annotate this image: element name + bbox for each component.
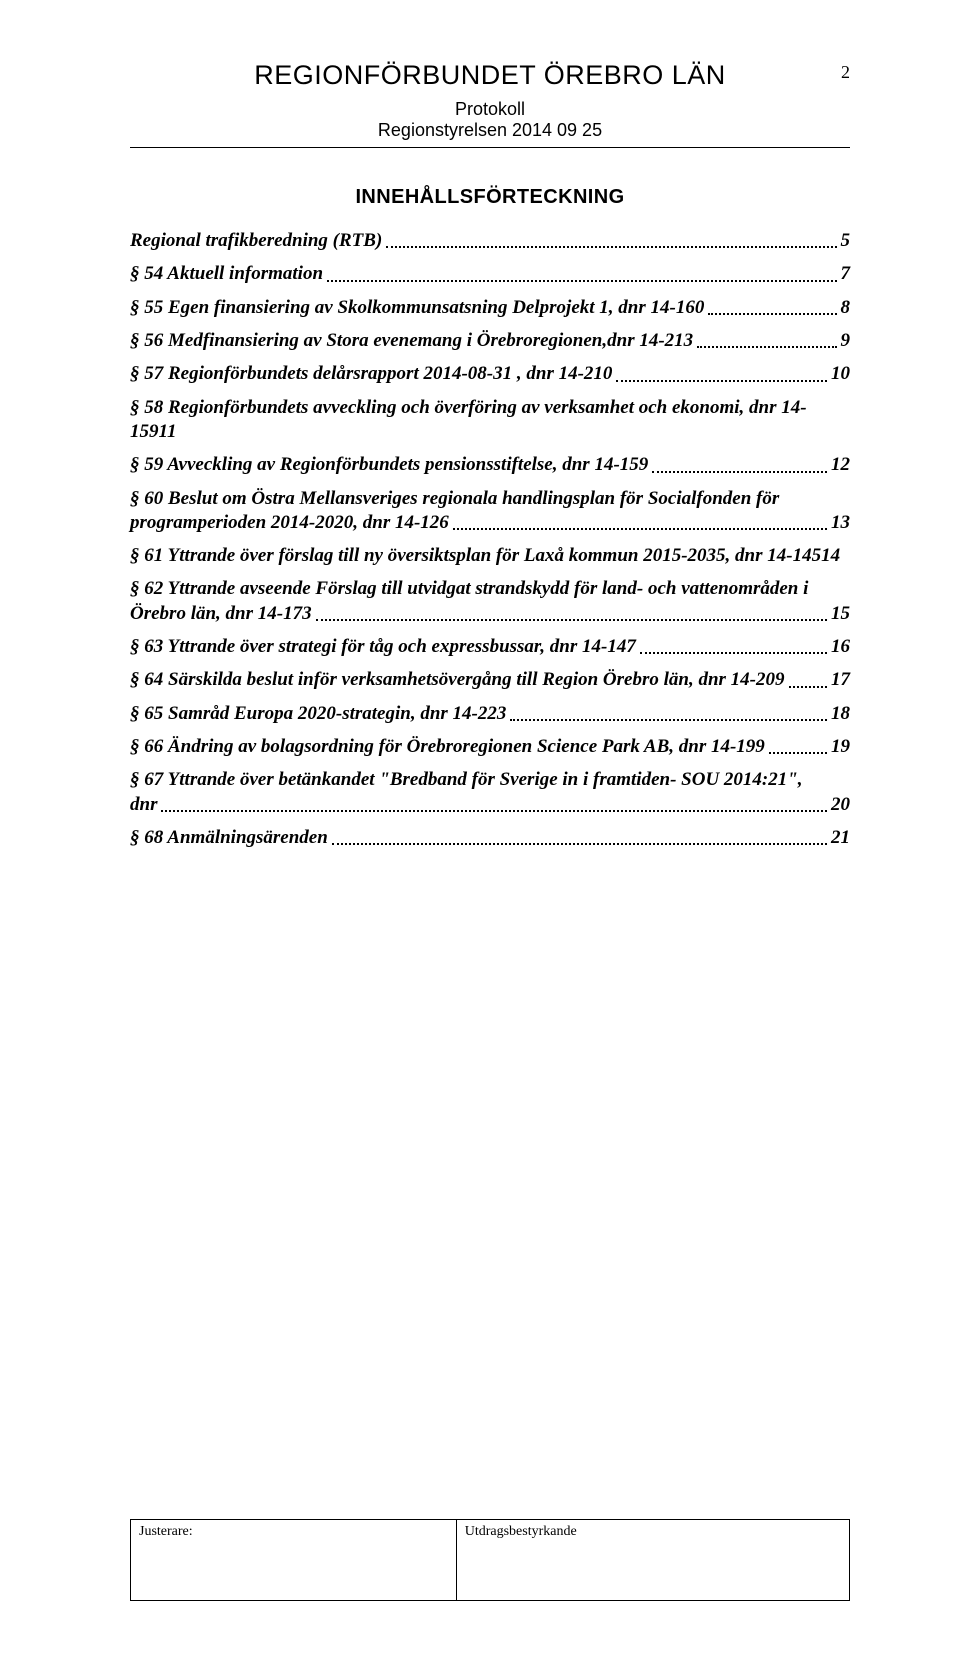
toc-entry: § 57 Regionförbundets delårsrapport 2014… [130,362,850,386]
toc-page: 19 [831,735,850,759]
toc-entry: § 55 Egen finansiering av Skolkommunsats… [130,296,850,320]
toc-text: § 59 Avveckling av Regionförbundets pens… [130,453,648,477]
toc-leader-dots [789,669,827,688]
toc-leader-dots [316,602,827,621]
toc-entry: § 56 Medfinansiering av Stora evenemang … [130,329,850,353]
toc-text: § 66 Ändring av bolagsordning för Örebro… [130,735,765,759]
toc-page: 20 [831,793,850,817]
toc-page: 16 [831,635,850,659]
toc-leader-dots [708,296,836,315]
toc-page: 15 [831,602,850,626]
toc-entry: § 66 Ändring av bolagsordning för Örebro… [130,735,850,759]
header-rule [130,147,850,148]
toc-leader-dots [510,702,827,721]
toc-page: 17 [831,668,850,692]
toc-entry: § 67 Yttrande över betänkandet "Bredband… [130,768,850,817]
toc-page: 21 [831,826,850,850]
toc-entry: § 61 Yttrande över förslag till ny övers… [130,544,850,568]
footer-utdrag: Utdragsbestyrkande [457,1520,849,1600]
toc-entry: § 59 Avveckling av Regionförbundets pens… [130,453,850,477]
toc-entry: § 60 Beslut om Östra Mellansveriges regi… [130,487,850,536]
toc-leader-dots [652,453,827,472]
toc-leader-dots [697,329,836,348]
toc-page: 8 [841,296,851,320]
toc-page: 12 [831,453,850,477]
toc-page: 7 [841,262,851,286]
toc-text-first-line: § 60 Beslut om Östra Mellansveriges regi… [130,487,850,511]
toc-text: § 55 Egen finansiering av Skolkommunsats… [130,296,704,320]
toc-leader-dots [161,793,827,812]
toc-text: § 57 Regionförbundets delårsrapport 2014… [130,362,612,386]
toc-entry: § 58 Regionförbundets avveckling och öve… [130,396,850,445]
toc-entry: § 68 Anmälningsärenden 21 [130,826,850,850]
toc-page: 10 [831,362,850,386]
toc-text: Regional trafikberedning (RTB) [130,229,382,253]
meeting-date: Regionstyrelsen 2014 09 25 [130,120,850,141]
toc-text: § 63 Yttrande över strategi för tåg och … [130,635,636,659]
toc-page: 9 [841,329,851,353]
toc-leader-dots [769,735,827,754]
toc-entry: Regional trafikberedning (RTB) 5 [130,229,850,253]
toc-text: § 64 Särskilda beslut inför verksamhetsö… [130,668,785,692]
toc-text-first-line: § 67 Yttrande över betänkandet "Bredband… [130,768,850,792]
toc-text: § 61 Yttrande över förslag till ny övers… [130,544,821,568]
toc-leader-dots [640,635,827,654]
footer-box: Justerare: Utdragsbestyrkande [130,1519,850,1601]
toc-leader-dots [386,229,836,248]
toc-entry: § 54 Aktuell information 7 [130,262,850,286]
toc-title: INNEHÅLLSFÖRTECKNING [130,186,850,209]
toc-page: 13 [831,511,850,535]
toc-list: Regional trafikberedning (RTB) 5 § 54 Aktu… [130,229,850,850]
toc-page: 14 [821,544,840,568]
toc-text: dnr [130,793,157,817]
toc-text: § 65 Samråd Europa 2020-strategin, dnr 1… [130,702,506,726]
toc-text-first-line: § 62 Yttrande avseende Förslag till utvi… [130,577,850,601]
doc-type: Protokoll [130,99,850,120]
toc-entry: § 64 Särskilda beslut inför verksamhetsö… [130,668,850,692]
toc-page: 5 [841,229,851,253]
toc-entry: § 62 Yttrande avseende Förslag till utvi… [130,577,850,626]
toc-leader-dots [327,263,836,282]
toc-leader-dots [453,511,827,530]
page-number: 2 [841,62,850,83]
toc-text: programperioden 2014-2020, dnr 14-126 [130,511,449,535]
footer-justerare: Justerare: [131,1520,457,1600]
toc-text: § 68 Anmälningsärenden [130,826,328,850]
toc-text: Örebro län, dnr 14-173 [130,602,312,626]
toc-page: 18 [831,702,850,726]
toc-text: § 56 Medfinansiering av Stora evenemang … [130,329,693,353]
toc-text: § 54 Aktuell information [130,262,323,286]
toc-entry: § 63 Yttrande över strategi för tåg och … [130,635,850,659]
toc-leader-dots [332,826,827,845]
footer: Justerare: Utdragsbestyrkande [130,1519,850,1601]
toc-leader-dots [616,362,827,381]
org-title: REGIONFÖRBUNDET ÖREBRO LÄN [130,60,850,91]
toc-entry: § 65 Samråd Europa 2020-strategin, dnr 1… [130,702,850,726]
